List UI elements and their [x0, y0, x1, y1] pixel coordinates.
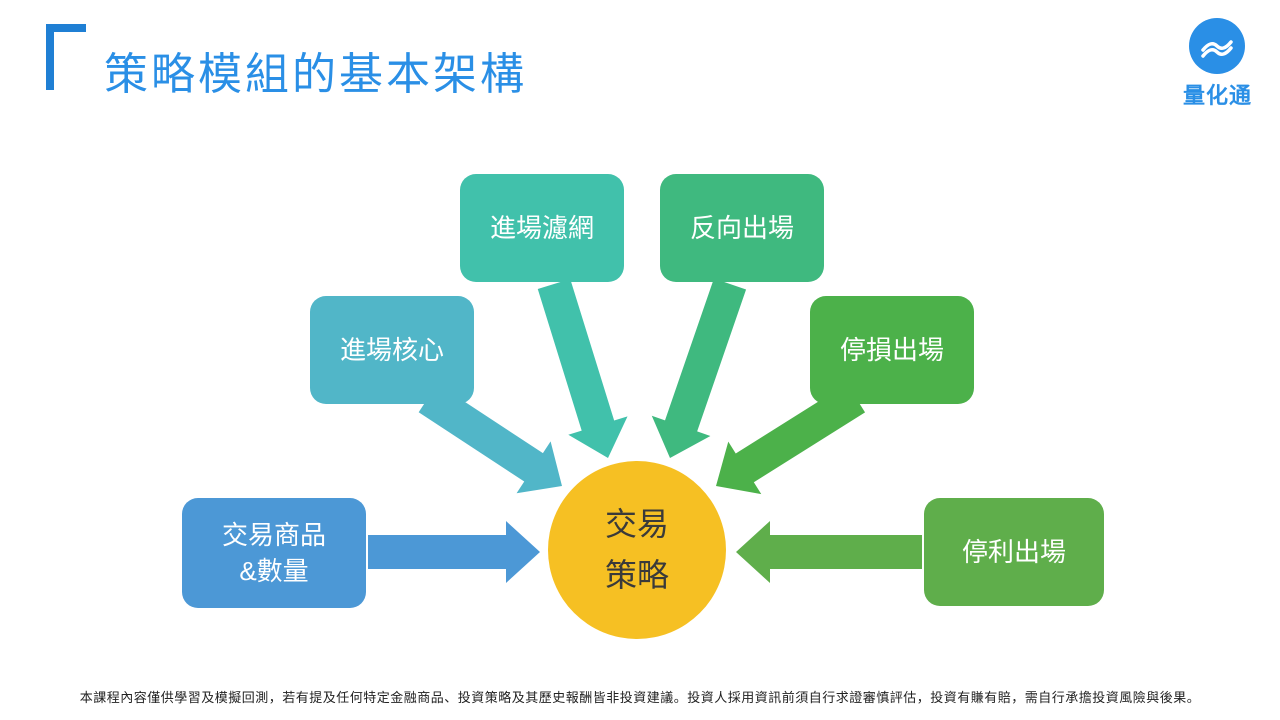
node-n5: 停損出場 — [810, 296, 974, 404]
center-node: 交易策略 — [548, 461, 726, 639]
node-n4: 反向出場 — [660, 174, 824, 282]
center-label-2: 策略 — [605, 550, 669, 601]
arrow-n6 — [736, 521, 922, 583]
node-n6: 停利出場 — [924, 498, 1104, 606]
disclaimer-text: 本課程內容僅供學習及模擬回測，若有提及任何特定金融商品、投資策略及其歷史報酬皆非… — [0, 687, 1280, 706]
node-n3: 進場濾網 — [460, 174, 624, 282]
node-n2: 進場核心 — [310, 296, 474, 404]
arrow-n4 — [641, 274, 760, 468]
arrow-n1 — [368, 521, 540, 583]
center-label-1: 交易 — [605, 499, 669, 550]
node-n1: 交易商品 &數量 — [182, 498, 366, 608]
strategy-diagram: 交易策略 交易商品 &數量 進場核心 進場濾網反向出場停損出場停利出場 — [0, 0, 1280, 720]
arrow-n3 — [524, 275, 637, 467]
